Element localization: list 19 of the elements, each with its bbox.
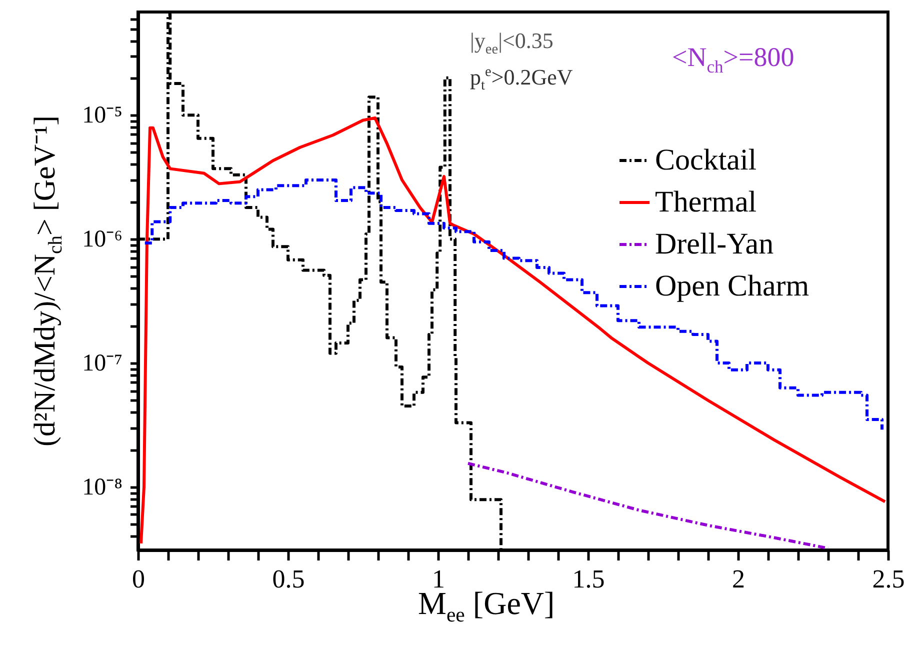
annotation: p$_{t}$$^{e}$>0.2GeV — [470, 64, 573, 95]
line-series — [466, 462, 830, 550]
x-tick-label: 1.5 — [572, 564, 605, 594]
annotation: <N$_{ch}$>=800 — [672, 42, 794, 78]
y-tick-label: 10⁻⁵ — [82, 102, 122, 129]
x-tick-label: 2.5 — [872, 564, 905, 594]
x-tick-label: 1 — [432, 564, 445, 594]
legend-label: Thermal — [655, 186, 757, 218]
y-tick-label: 10⁻⁶ — [82, 226, 122, 253]
legend-label: Cocktail — [655, 144, 757, 176]
annotation: |y$_{ee}$|<0.35 — [470, 28, 554, 58]
legend-label: Drell-Yan — [655, 228, 774, 260]
legend-label: Open Charm — [655, 270, 810, 302]
x-tick-label: 0 — [132, 564, 145, 594]
line-series — [140, 116, 886, 545]
x-tick-label: 2 — [732, 564, 745, 594]
x-tick-label: 0.5 — [272, 564, 305, 594]
y-tick-label: 10⁻⁸ — [82, 474, 122, 500]
y-tick-label: 10⁻⁷ — [82, 350, 122, 377]
